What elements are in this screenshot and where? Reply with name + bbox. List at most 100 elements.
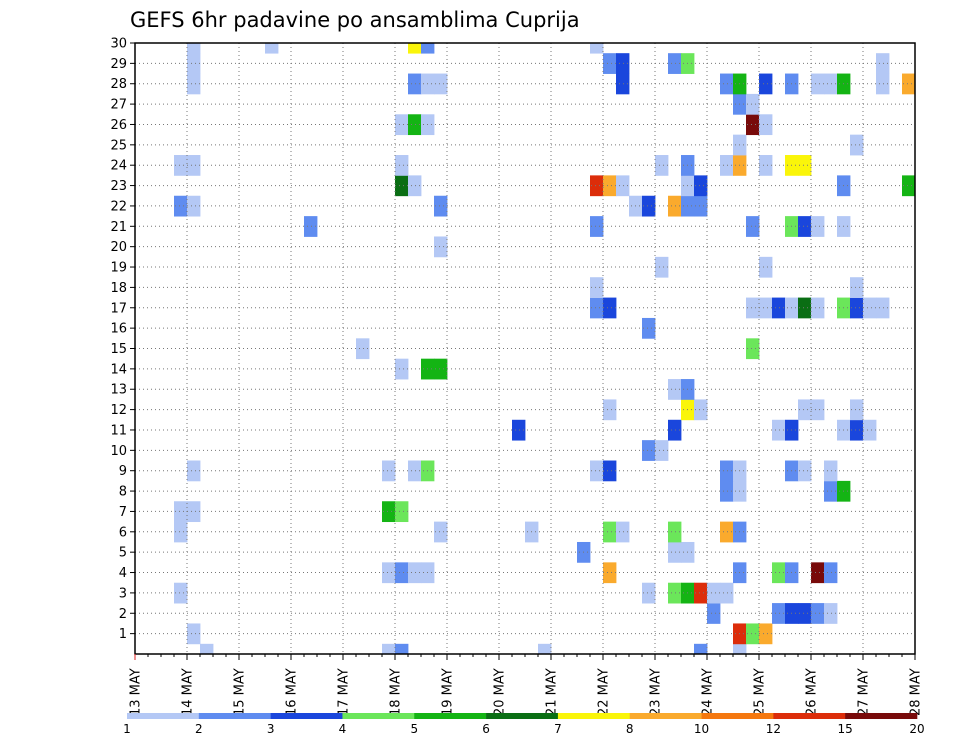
colorbar-tick-label: 10 [694, 722, 709, 736]
heatmap-cell-39 [603, 521, 617, 543]
x-tick-label: 17 MAY [337, 668, 352, 716]
heatmap-cell-161 [603, 53, 617, 74]
heatmap-cell-5 [733, 643, 747, 655]
heatmap-cell-34 [668, 541, 682, 563]
heatmap-cell-129 [395, 155, 409, 176]
heatmap-cell-155 [811, 73, 825, 95]
heatmap-cell-119 [408, 175, 422, 197]
y-tick-label: 28 [110, 77, 127, 92]
heatmap-cell-163 [668, 53, 682, 74]
colorbar-segment [845, 713, 918, 719]
y-tick-label: 9 [119, 464, 127, 479]
x-tick-label: 20 MAY [493, 668, 508, 716]
heatmap-cell-83 [356, 338, 370, 360]
y-tick-label: 4 [119, 566, 127, 581]
heatmap-cell-86 [590, 297, 604, 319]
y-tick-label: 2 [119, 607, 127, 622]
colorbar-tick-label: 4 [339, 722, 347, 736]
heatmap-cell-3 [538, 643, 552, 655]
heatmap-cell-14 [811, 603, 825, 624]
heatmap-cell-105 [746, 216, 760, 237]
heatmap-cell-52 [187, 460, 201, 482]
heatmap-cell-108 [811, 216, 825, 237]
heatmap-cell-124 [694, 175, 708, 197]
heatmap-cell-160 [187, 53, 201, 74]
x-tick-label: 28 MAY [909, 668, 924, 716]
y-tick-label: 13 [110, 383, 127, 398]
heatmap-cell-132 [720, 155, 734, 176]
heatmap-cell-168 [408, 43, 422, 54]
heatmap-cell-29 [772, 562, 786, 584]
heatmap-cell-32 [824, 562, 838, 584]
colorbar-segment [270, 713, 343, 719]
colorbar-tick-label: 7 [554, 722, 562, 736]
heatmap-cell-85 [642, 317, 656, 339]
heatmap-cell-16 [174, 582, 188, 604]
heatmap-cell-100 [655, 256, 669, 278]
heatmap-cell-13 [798, 603, 812, 624]
heatmap-cell-82 [434, 358, 448, 380]
heatmap-cell-99 [850, 277, 864, 298]
x-tick-label: 14 MAY [181, 668, 196, 716]
heatmap-cell-74 [694, 399, 708, 421]
heatmap-cell-25 [408, 562, 422, 584]
heatmap-cell-84 [746, 338, 760, 360]
heatmap-cell-150 [616, 73, 630, 95]
heatmap-cell-61 [798, 460, 812, 482]
heatmap-cell-36 [174, 521, 188, 543]
heatmap-cell-149 [434, 73, 448, 95]
heatmap-cell-162 [616, 53, 630, 74]
heatmap-cell-46 [382, 501, 396, 523]
chart-title: GEFS 6hr padavine po ansamblima Cuprija [130, 8, 580, 32]
heatmap-cell-24 [395, 562, 409, 584]
heatmap-cell-20 [694, 582, 708, 604]
heatmap-cell-95 [850, 297, 864, 319]
y-tick-label: 8 [119, 485, 127, 500]
heatmap-cell-122 [616, 175, 630, 197]
y-tick-label: 3 [119, 586, 127, 601]
heatmap-cell-78 [668, 379, 682, 400]
colorbar-tick-label: 5 [410, 722, 418, 736]
y-tick-label: 17 [110, 301, 127, 316]
heatmap-cell-37 [434, 521, 448, 543]
colorbar-segment [701, 713, 774, 719]
heatmap-cell-21 [707, 582, 721, 604]
heatmap-cell-134 [759, 155, 773, 176]
colorbar-tick-label: 8 [626, 722, 634, 736]
heatmap-cell-56 [590, 460, 604, 482]
colorbar-segment [557, 713, 631, 719]
heatmap-cell-96 [863, 297, 877, 319]
heatmap-cell-126 [902, 175, 916, 197]
heatmap-cell-114 [642, 195, 656, 217]
x-tick-label: 24 MAY [701, 668, 716, 716]
heatmap-cell-31 [811, 562, 825, 584]
heatmap-cell-89 [759, 297, 773, 319]
heatmap-cell-145 [746, 93, 760, 115]
heatmap-cell-57 [603, 460, 617, 482]
heatmap-cell-66 [668, 419, 682, 441]
heatmap-cell-97 [876, 297, 890, 319]
heatmap-cell-53 [382, 460, 396, 482]
heatmap-cell-92 [798, 297, 812, 319]
heatmap-cell-45 [187, 501, 201, 523]
colorbar-segment [198, 713, 271, 719]
colorbar-tick-label: 6 [482, 722, 490, 736]
heatmap-cell-17 [642, 582, 656, 604]
heatmap-cell-111 [187, 195, 201, 217]
heatmap-cell-10 [707, 603, 721, 624]
heatmap-cell-136 [798, 155, 812, 176]
heatmap-cell-147 [408, 73, 422, 95]
heatmap-cell-80 [395, 358, 409, 380]
heatmap-cell-115 [668, 195, 682, 217]
heatmap-cell-54 [408, 460, 422, 482]
heatmap-cell-93 [811, 297, 825, 319]
x-tick-label: 22 MAY [597, 668, 612, 716]
heatmap-cell-146 [187, 73, 201, 95]
y-tick-label: 7 [119, 505, 127, 520]
heatmap-cell-107 [798, 216, 812, 237]
heatmap-cell-72 [603, 399, 617, 421]
heatmap-cell-41 [668, 521, 682, 543]
heatmap-cell-4 [694, 643, 708, 655]
x-tick-label: 23 MAY [649, 668, 664, 716]
x-tick-label: 21 MAY [545, 668, 560, 716]
